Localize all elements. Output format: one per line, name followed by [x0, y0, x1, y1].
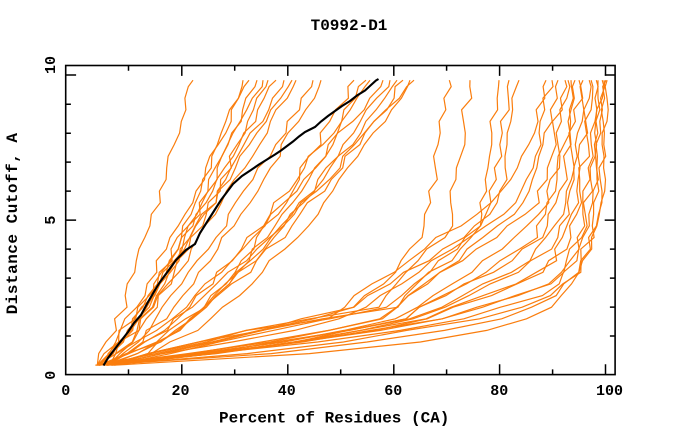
svg-text:100: 100: [596, 383, 623, 400]
svg-text:80: 80: [490, 383, 508, 400]
svg-text:T0992-D1: T0992-D1: [311, 17, 388, 35]
svg-text:60: 60: [384, 383, 402, 400]
svg-text:20: 20: [171, 383, 189, 400]
svg-text:0: 0: [43, 371, 60, 380]
svg-text:Percent of Residues (CA): Percent of Residues (CA): [219, 409, 449, 427]
svg-text:Distance Cutoff, A: Distance Cutoff, A: [4, 132, 22, 314]
svg-text:10: 10: [43, 56, 60, 74]
svg-text:40: 40: [278, 383, 296, 400]
svg-text:0: 0: [61, 383, 70, 400]
svg-text:5: 5: [43, 216, 60, 225]
